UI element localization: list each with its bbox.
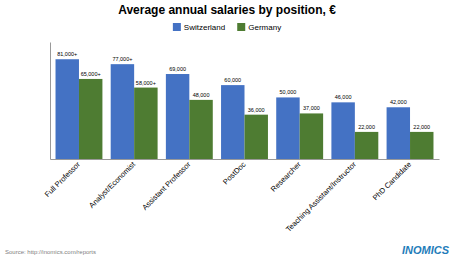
bar bbox=[276, 97, 299, 159]
data-label: 22,000 bbox=[358, 124, 375, 130]
legend-item: Germany bbox=[237, 23, 281, 32]
data-label: 58,000+ bbox=[136, 80, 156, 86]
x-tick-label: Assistant Professor bbox=[140, 160, 192, 212]
series bbox=[79, 79, 434, 159]
data-label: 46,000 bbox=[335, 94, 352, 100]
x-tick: PhD Candidate bbox=[371, 159, 413, 202]
bar bbox=[410, 132, 433, 159]
data-label: 69,000 bbox=[169, 66, 186, 72]
data-label: 22,000 bbox=[413, 124, 430, 130]
bar bbox=[221, 85, 244, 159]
legend-swatch bbox=[173, 23, 181, 31]
plot: 81,000+ 77,000+ 69,000 60,000 50,000 46,000 42… bbox=[43, 43, 440, 234]
data-labels: 81,000+ 77,000+ 69,000 60,000 50,000 46,000 42… bbox=[57, 51, 430, 130]
x-tick: PostDoc bbox=[221, 159, 248, 186]
data-label: 37,000 bbox=[303, 105, 320, 111]
x-axis-line bbox=[51, 159, 440, 160]
annotation: INOMICS bbox=[402, 244, 450, 256]
title: Average annual salaries by position, € bbox=[118, 3, 336, 17]
y-axis-line bbox=[50, 43, 51, 160]
x-tick-label: PostDoc bbox=[221, 160, 248, 187]
legend-item: Switzerland bbox=[173, 23, 225, 32]
bar bbox=[111, 64, 134, 159]
series bbox=[56, 59, 411, 159]
bar bbox=[387, 107, 410, 159]
x-tick: Full Professor bbox=[43, 159, 82, 199]
bar bbox=[189, 100, 212, 159]
bars bbox=[56, 59, 434, 159]
x-tick: Researcher bbox=[269, 159, 303, 194]
data-label: 36,000 bbox=[248, 107, 265, 113]
data-label: 50,000 bbox=[280, 89, 297, 95]
bar bbox=[355, 132, 378, 159]
bar bbox=[134, 88, 157, 159]
x-tick-label: Researcher bbox=[269, 160, 303, 194]
x-tick-label: Analyst/Economist bbox=[87, 159, 138, 210]
legend-label: Switzerland bbox=[184, 23, 225, 32]
data-label: 60,000 bbox=[224, 77, 241, 83]
data-label: 48,000 bbox=[193, 92, 210, 98]
legend-label: Germany bbox=[248, 23, 281, 32]
x-tick: Teaching Assistant/Instructor bbox=[284, 159, 358, 234]
x-tick-label: Full Professor bbox=[43, 160, 82, 199]
bar bbox=[331, 102, 354, 159]
y-axis bbox=[50, 43, 51, 160]
x-tick: Assistant Professor bbox=[140, 159, 192, 212]
data-label: 81,000+ bbox=[57, 51, 77, 57]
chart: Average annual salaries by position, € 81… bbox=[0, 0, 454, 259]
x-tick-label: Teaching Assistant/Instructor bbox=[284, 160, 358, 234]
legend: Switzerland Germany bbox=[173, 23, 281, 32]
x-tick: Analyst/Economist bbox=[87, 159, 138, 210]
bar bbox=[166, 74, 189, 159]
x-tick-label: PhD Candidate bbox=[371, 160, 413, 202]
data-label: 42,000 bbox=[390, 99, 407, 105]
bar bbox=[79, 79, 102, 159]
bar bbox=[300, 113, 323, 159]
bar bbox=[56, 59, 79, 159]
data-label: 65,000+ bbox=[81, 71, 101, 77]
annotation: Source: http://inomics.com/reports bbox=[5, 249, 96, 255]
bar bbox=[245, 115, 268, 159]
legend-swatch bbox=[237, 23, 245, 31]
x-axis: Full ProfessorAnalyst/EconomistAssistant… bbox=[43, 159, 440, 234]
data-label: 77,000+ bbox=[112, 56, 132, 62]
